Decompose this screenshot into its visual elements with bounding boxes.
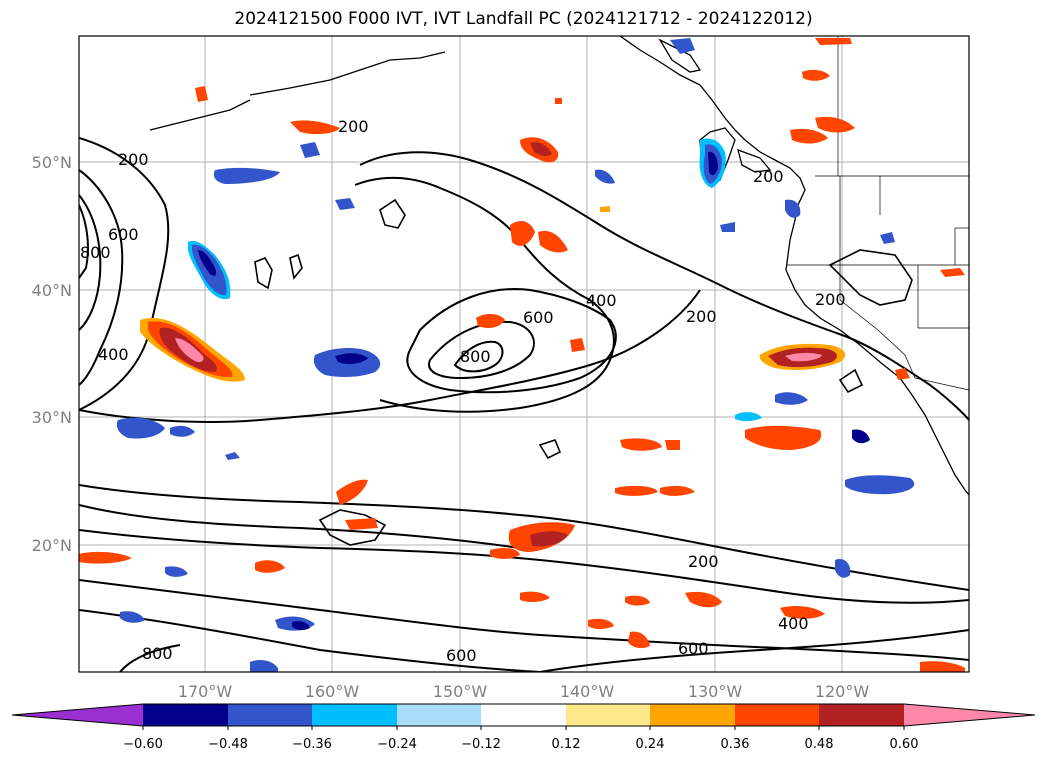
contour-label: 400 — [98, 345, 129, 364]
colorbar-segment — [735, 704, 819, 726]
contour-label: 600 — [678, 639, 709, 658]
contour-label: 800 — [460, 347, 491, 366]
ivt-small-contours — [254, 198, 913, 546]
colorbar: −0.60 −0.48 −0.36 −0.24 −0.12 0.12 0.24 … — [11, 703, 1036, 752]
lat-label: 20°N — [32, 536, 72, 555]
longitude-labels: 170°W 160°W 150°W 140°W 130°W 120°W — [178, 682, 870, 701]
contour-label: 200 — [753, 167, 784, 186]
contour-label: 200 — [338, 117, 369, 136]
contour-labels: 200 200 200 200 200 200 400 400 400 600 … — [80, 117, 846, 665]
lat-label: 50°N — [32, 153, 72, 172]
contour-label: 600 — [446, 646, 477, 665]
colorbar-extend-left — [12, 704, 143, 726]
lat-label: 40°N — [32, 281, 72, 300]
contour-label: 400 — [778, 614, 809, 633]
contour-label: 600 — [108, 225, 139, 244]
contour-label: 400 — [586, 291, 617, 310]
colorbar-tick-label: −0.24 — [377, 737, 417, 752]
colorbar-tick-label: 0.36 — [721, 737, 750, 752]
negative-anomalies — [116, 38, 915, 672]
colorbar-tick-label: −0.36 — [292, 737, 332, 752]
colorbar-tick-label: 0.60 — [890, 737, 919, 752]
latitude-labels: 50°N 40°N 30°N 20°N — [32, 153, 72, 555]
contour-label: 200 — [688, 552, 719, 571]
colorbar-tick-label: −0.12 — [461, 737, 501, 752]
lon-label: 170°W — [178, 682, 233, 701]
colorbar-segment — [566, 704, 650, 726]
colorbar-segment — [819, 704, 904, 726]
lon-label: 120°W — [815, 682, 870, 701]
ivt-contours — [79, 137, 969, 672]
colorbar-tick-label: 0.24 — [636, 737, 665, 752]
colorbar-tick-label: 0.48 — [805, 737, 834, 752]
lon-label: 140°W — [560, 682, 615, 701]
map-frame — [78, 35, 970, 673]
colorbar-tick-label: 0.12 — [552, 737, 581, 752]
contour-label: 200 — [686, 307, 717, 326]
colorbar-segment — [143, 704, 228, 726]
colorbar-segment — [228, 704, 312, 726]
lon-label: 130°W — [688, 682, 743, 701]
colorbar-tick-label: −0.60 — [123, 737, 163, 752]
contour-label: 800 — [142, 644, 173, 663]
colorbar-tick-label: −0.48 — [208, 737, 248, 752]
positive-anomalies — [79, 38, 965, 672]
lat-label: 30°N — [32, 408, 72, 427]
contour-label: 800 — [80, 243, 111, 262]
colorbar-extend-right — [904, 704, 1035, 726]
colorbar-segment — [397, 704, 481, 726]
contour-label: 600 — [523, 308, 554, 327]
colorbar-segment — [650, 704, 735, 726]
colorbar-segment — [481, 704, 566, 726]
borders — [786, 36, 969, 391]
map-title: 2024121500 F000 IVT, IVT Landfall PC (20… — [234, 9, 813, 29]
lon-label: 150°W — [433, 682, 488, 701]
contour-label: 200 — [815, 290, 846, 309]
contour-label: 200 — [118, 150, 149, 169]
colorbar-segment — [312, 704, 397, 726]
lon-label: 160°W — [305, 682, 360, 701]
